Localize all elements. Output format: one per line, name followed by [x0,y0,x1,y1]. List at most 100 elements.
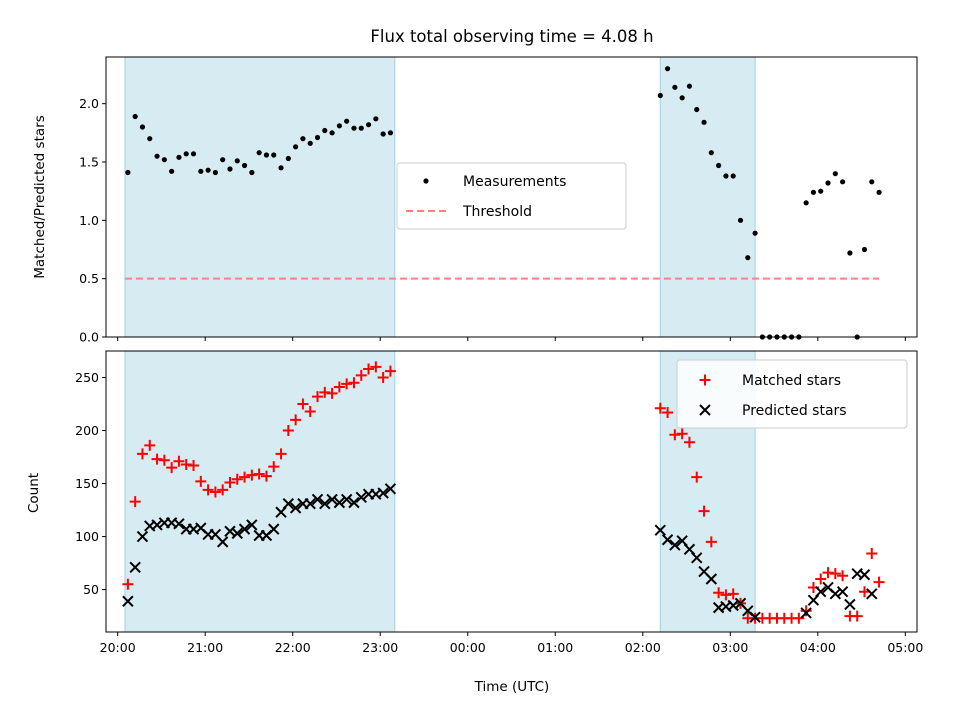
data-point [698,505,710,517]
data-point [300,136,306,142]
data-point [373,116,379,122]
data-point [282,497,295,510]
data-point [727,588,739,600]
series-predicted-stars [122,483,878,623]
data-point [749,611,761,623]
data-point [654,524,666,536]
data-point [822,567,834,579]
data-point [348,377,360,389]
data-point [212,169,218,176]
observing-window-1 [124,351,395,632]
x-tick-label: 03:00 [712,640,748,655]
data-point [169,168,175,174]
data-point [340,493,353,506]
y-tick-label: 200 [75,423,99,438]
data-point [723,173,729,179]
data-point [158,454,170,466]
data-point [239,471,251,483]
legend-marker-predicted [699,404,711,416]
data-point [810,189,817,195]
legend-marker-matched [699,374,711,386]
data-point [293,144,299,150]
data-point [832,171,838,177]
count-axes-frame [105,350,918,633]
data-point [136,448,148,460]
data-point [365,122,372,128]
data-point [304,405,316,417]
data-point [319,497,331,510]
data-point [800,607,812,619]
data-point [720,589,732,601]
data-point [216,536,229,548]
data-point [188,460,200,472]
data-point [220,157,226,163]
data-point [815,585,827,598]
data-point [818,188,824,194]
data-point [268,461,280,473]
data-point [268,523,280,535]
data-point [231,527,243,540]
legend-frame [396,162,627,230]
data-point [202,484,214,496]
count-panel: 50 100 150 200 250 20:00 21:00 22:00 23:00 00:00 0… [75,350,923,655]
data-point [661,534,674,546]
data-point [815,573,827,585]
data-point [260,470,272,482]
legend-label: Predicted stars [742,403,847,419]
x-tick-label: 02:00 [625,640,661,655]
y-tick-label: 1.0 [79,213,99,228]
x-tick-label: 01:00 [537,640,573,655]
data-point [662,407,674,419]
x-tick-label: 00:00 [450,640,486,655]
data-point [166,462,178,474]
data-point [866,548,878,560]
y-tick-label: 0.0 [79,330,99,345]
data-point [224,476,236,488]
data-point [380,131,386,137]
data-point [829,588,842,600]
data-point [829,568,841,580]
data-point [275,448,287,460]
data-point [876,189,882,195]
data-point [333,496,346,509]
data-point [285,155,291,162]
data-point [664,66,671,72]
data-point [326,387,338,399]
data-point [713,587,725,599]
data-point [147,136,153,142]
data-point [708,150,714,156]
data-point [873,576,885,588]
data-point [198,168,204,174]
data-point [161,157,167,163]
data-point [224,525,236,537]
data-point [238,523,251,535]
legend-label: Measurements [463,174,566,190]
ratio-legend: Measurements Threshold [396,162,627,230]
data-point [800,605,812,617]
data-point [217,484,229,496]
data-point [132,113,138,120]
x-tick-label: 20:00 [100,640,136,655]
data-point [669,429,681,441]
bottom-y-axis-label: Count [26,473,42,513]
data-point [176,154,182,160]
y-tick-label: 2.0 [79,96,99,111]
data-point [730,173,736,179]
data-point [314,134,321,141]
x-tick-label: 21:00 [187,640,223,655]
data-point [348,496,360,509]
data-point [180,458,192,470]
y-tick-label: 0.5 [79,271,99,286]
y-tick-label: 100 [75,529,99,544]
data-point [858,569,871,581]
data-point [139,124,146,130]
data-point [669,539,681,551]
data-point [304,497,316,510]
data-point [231,473,243,485]
data-point [654,402,666,414]
data-point [825,180,831,186]
data-point [745,255,751,261]
y-tick-label: 150 [75,476,99,491]
chart-title: Flux total observing time = 4.08 h [370,27,653,46]
